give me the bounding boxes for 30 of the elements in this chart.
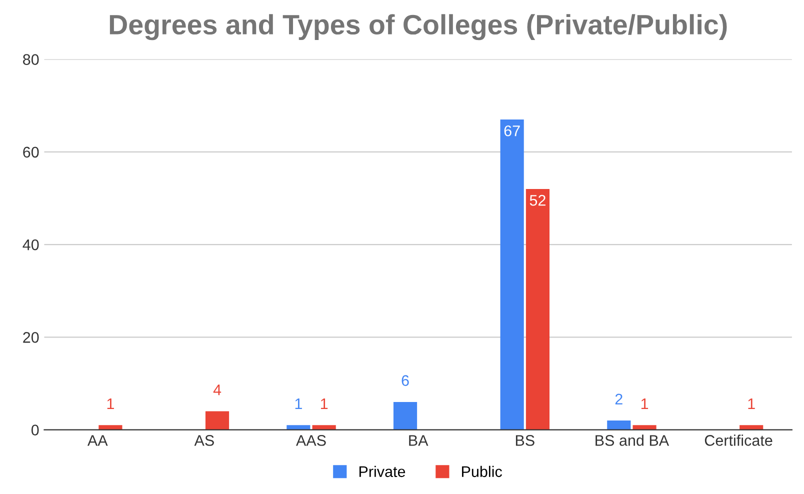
bar <box>393 402 418 430</box>
bar <box>607 420 631 430</box>
x-tick-label: AS <box>194 435 214 446</box>
x-tick-label: AAS <box>296 435 326 446</box>
y-tick-label: 80 <box>23 54 39 65</box>
data-label: 6 <box>402 375 409 386</box>
x-tick-label: Certificate <box>704 434 772 446</box>
x-tick-label: BA <box>409 435 428 446</box>
data-label: 1 <box>295 398 302 410</box>
y-tick-label: 60 <box>23 146 39 158</box>
bar <box>500 119 524 430</box>
data-label: 1 <box>321 398 328 410</box>
x-tick-label: AA <box>87 435 108 446</box>
legend-label: Public <box>462 466 502 478</box>
data-label: 52 <box>530 194 546 206</box>
y-tick-label: 20 <box>23 332 39 343</box>
x-tick-label: BS and BA <box>596 434 670 446</box>
data-label: 1 <box>107 398 114 410</box>
y-tick-label: 40 <box>22 239 39 250</box>
legend-label: Private <box>359 466 406 478</box>
data-label: 1 <box>641 398 648 410</box>
bar <box>205 411 230 430</box>
bar <box>526 188 550 430</box>
data-label: 67 <box>504 125 520 136</box>
chart-title: Degrees and Types of Colleges (Private/Public) <box>110 14 727 40</box>
data-label: 2 <box>615 394 622 404</box>
data-label: 1 <box>748 398 755 410</box>
data-label: 4 <box>213 384 222 396</box>
y-tick-label: 0 <box>31 424 39 436</box>
x-tick-label: BS <box>516 435 534 446</box>
